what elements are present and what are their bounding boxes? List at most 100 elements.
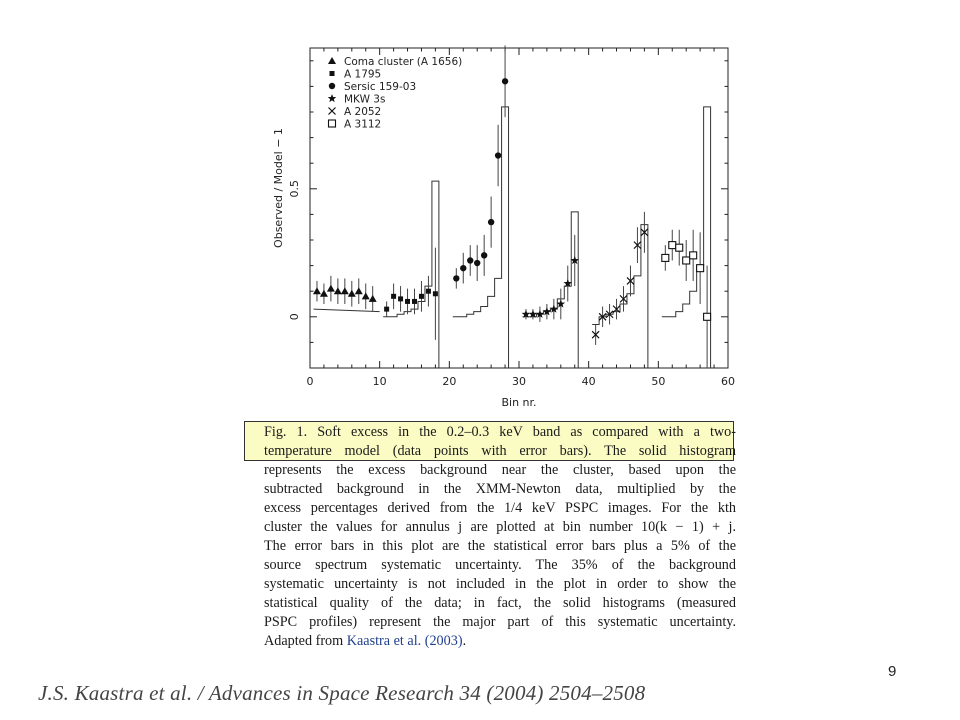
data-point (327, 94, 337, 103)
caption-prefix: Adapted from (264, 633, 347, 649)
legend-entry: A 1795 (344, 69, 381, 81)
x-axis-label: Bin nr. (501, 396, 536, 409)
data-point (598, 312, 607, 321)
caption-line: source spectrum systematic uncertainty. … (264, 557, 736, 573)
data-point (432, 291, 438, 297)
data-point (703, 312, 712, 321)
data-point (501, 78, 509, 85)
caption-line: represents the excess background near th… (264, 462, 736, 478)
figure-caption: Fig. 1. Soft excess in the 0.2–0.3 keV b… (264, 423, 736, 651)
data-point (626, 277, 635, 285)
data-point (668, 241, 677, 250)
y-tick-label: 0.5 (288, 180, 301, 198)
data-point (612, 305, 621, 314)
legend-entry: Sersic 159-03 (344, 81, 416, 93)
data-point (347, 289, 356, 297)
caption-line: excess percentages derived from the 1/4 … (264, 500, 736, 516)
data-point (328, 107, 336, 115)
data-point (591, 330, 600, 339)
model-histogram (661, 106, 712, 368)
legend-entry: Coma cluster (A 1656) (344, 56, 462, 68)
data-point (327, 119, 337, 128)
data-point (412, 298, 417, 304)
caption-highlight (244, 421, 734, 461)
data-point (633, 241, 642, 250)
data-point (398, 296, 404, 302)
x-tick-label: 30 (512, 375, 526, 388)
caption-suffix: . (462, 633, 467, 649)
data-point (354, 287, 363, 295)
data-point (312, 287, 321, 295)
data-point (460, 264, 467, 272)
data-point (570, 255, 580, 265)
caption-line: subtracted background in the XMM-Newton … (264, 481, 736, 497)
data-point (661, 253, 670, 262)
data-point (418, 293, 424, 299)
model-histogram (522, 211, 579, 368)
data-point (605, 310, 614, 319)
data-point (689, 251, 698, 260)
data-point (619, 294, 628, 303)
data-points (312, 45, 712, 368)
axes: 0 10 20 30 40 50 60 0 0.5 (288, 48, 735, 388)
data-point (453, 275, 460, 282)
caption-line: systematic uncertainty is not included i… (264, 576, 736, 592)
data-point (326, 284, 335, 292)
data-point (682, 256, 691, 265)
y-tick-label: 0 (288, 313, 301, 320)
footer-citation: J.S. Kaastra et al. / Advances in Space … (38, 681, 646, 705)
caption-line: temperature model (data points with erro… (264, 443, 736, 459)
data-point (361, 292, 370, 300)
caption-line: PSPC profiles) represent the major part … (264, 614, 736, 630)
y-axis-label: Observed / Model − 1 (272, 128, 285, 248)
legend-entry: A 2052 (344, 106, 381, 118)
data-point (675, 243, 684, 252)
data-point (425, 288, 431, 294)
caption-line: Fig. 1. Soft excess in the 0.2–0.3 keV b… (264, 424, 736, 440)
x-tick-label: 10 (373, 375, 387, 388)
data-point (487, 218, 495, 226)
data-point (333, 287, 342, 295)
data-point (480, 252, 488, 259)
data-point (542, 307, 552, 316)
legend-entry: A 3112 (344, 119, 381, 131)
data-point (556, 299, 566, 308)
legend-entry: MKW 3s (344, 94, 385, 106)
data-point (549, 304, 559, 313)
data-point (535, 309, 545, 318)
data-point (640, 228, 649, 237)
model-histogram (383, 180, 440, 368)
data-point (329, 71, 335, 76)
data-point (696, 264, 705, 273)
reference-link[interactable]: Kaastra et al. (2003) (346, 633, 463, 649)
caption-line: statistical quality of the data; in fact… (264, 595, 736, 611)
data-point (328, 57, 336, 64)
data-point (391, 293, 397, 299)
model-histogram (313, 308, 380, 313)
model-histogram (452, 106, 510, 368)
data-point (467, 257, 474, 264)
data-point (521, 309, 531, 318)
data-point (405, 298, 411, 304)
data-point (319, 289, 328, 297)
data-point (340, 287, 349, 295)
caption-line: The error bars in this plot are the stat… (264, 538, 736, 554)
data-point (494, 152, 502, 159)
data-point (528, 309, 538, 318)
data-point (384, 306, 390, 312)
data-point (328, 82, 336, 90)
x-tick-label: 40 (582, 375, 596, 388)
data-point (474, 259, 481, 267)
x-tick-label: 20 (442, 375, 456, 388)
x-tick-label: 0 (307, 375, 314, 388)
caption-line: cluster the values for annulus j are plo… (264, 519, 736, 535)
model-histograms (313, 106, 712, 368)
model-histogram (592, 224, 649, 368)
caption-last-line: Adapted from Kaastra et al. (2003). (264, 632, 736, 651)
x-tick-label: 60 (721, 375, 735, 388)
data-point (368, 294, 377, 302)
x-tick-label: 50 (651, 375, 665, 388)
page-number: 9 (888, 663, 897, 680)
